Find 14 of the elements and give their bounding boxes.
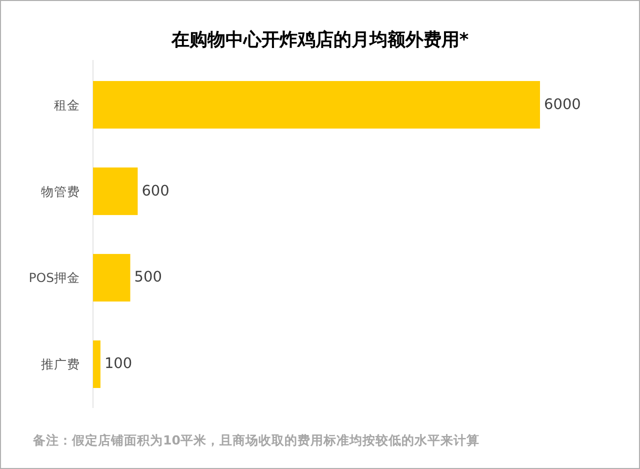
y-tick-label: 物管费 xyxy=(41,184,80,199)
data-label: 100 xyxy=(104,356,132,372)
data-label: 600 xyxy=(142,183,170,200)
y-tick-label: 推广费 xyxy=(41,356,80,372)
bar xyxy=(93,340,100,388)
data-label: 500 xyxy=(134,270,162,286)
bar xyxy=(93,254,130,302)
bar xyxy=(93,167,138,216)
y-tick-label: POS押金 xyxy=(28,270,80,286)
chart-title: 在购物中心开炸鸡店的月均额外费用* xyxy=(170,30,470,50)
data-label: 6000 xyxy=(544,96,581,113)
y-tick-label: 租金 xyxy=(54,97,80,112)
text: 备注：假定店铺面积为10平米，且商场收取的费用标准均按较低的水平来计算 xyxy=(32,432,480,448)
bar xyxy=(93,81,540,129)
